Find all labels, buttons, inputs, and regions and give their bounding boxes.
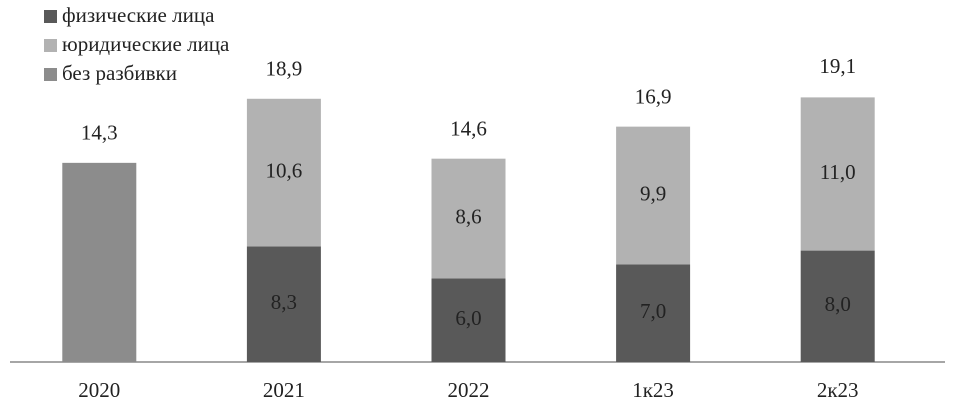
legend-swatch — [44, 39, 57, 52]
x-tick-label: 2021 — [263, 378, 305, 402]
bar-segment — [246, 98, 321, 247]
legend-label: юридические лица — [62, 32, 230, 56]
x-tick-label: 2022 — [448, 378, 490, 402]
x-tick-label: 1к23 — [632, 378, 674, 402]
bar-segment — [246, 246, 321, 362]
bar-segment — [62, 162, 137, 362]
x-tick-label: 2к23 — [817, 378, 859, 402]
x-tick-label: 2020 — [78, 378, 120, 402]
total-label: 14,6 — [450, 116, 487, 140]
value-label: 9,9 — [640, 181, 666, 205]
legend-label: без разбивки — [62, 61, 177, 85]
value-label: 11,0 — [820, 160, 856, 184]
legend-swatch — [44, 68, 57, 81]
bar-segment — [431, 278, 506, 362]
legend-label: физические лица — [62, 3, 215, 27]
value-label: 10,6 — [266, 158, 303, 182]
bar-segment — [616, 126, 691, 265]
total-label: 16,9 — [635, 84, 672, 108]
total-label: 19,1 — [819, 54, 856, 78]
bar-segment — [431, 158, 506, 279]
value-label: 7,0 — [640, 299, 666, 323]
bar-segment — [800, 250, 875, 362]
bar-segment — [616, 264, 691, 362]
total-label: 18,9 — [266, 57, 303, 81]
value-label: 8,6 — [455, 204, 481, 228]
total-label: 14,3 — [81, 121, 118, 145]
value-label: 8,3 — [271, 290, 297, 314]
value-label: 8,0 — [825, 292, 851, 316]
legend-swatch — [44, 10, 57, 23]
bar-segment — [800, 97, 875, 251]
value-label: 6,0 — [455, 306, 481, 330]
